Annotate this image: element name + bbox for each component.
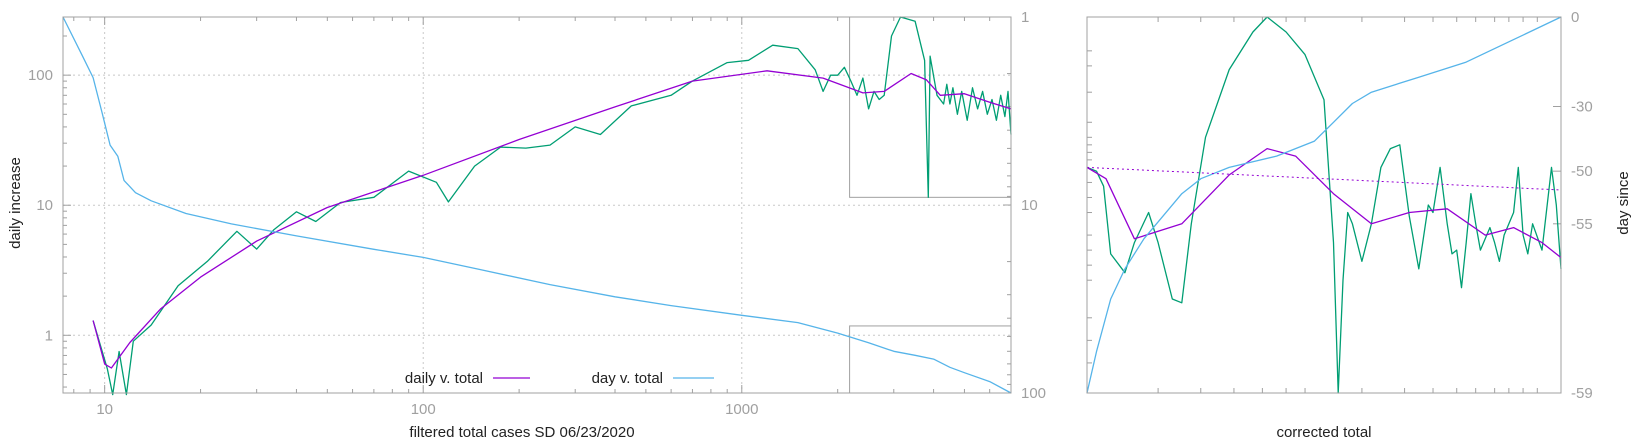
side-series [1086,16,1562,394]
main-ticks: 10 100 1000 1 10 100 1 10 100 [28,9,1046,418]
zoom-region-box [849,16,1012,198]
y2-tick-label: 1 [1021,9,1029,26]
side-y2-tick-label: 0 [1571,9,1579,26]
series-day-v-total-line [62,16,1012,394]
main-plot-frame [62,16,1012,394]
side-blue-line [1086,16,1562,394]
side-y-axis-label: day since [1615,171,1632,234]
side-y2-tick-label: -59 [1571,385,1593,402]
main-series [62,16,1012,396]
y-tick-label: 100 [28,67,53,84]
x-tick-label: 1000 [725,401,758,418]
zoom-region-box [849,325,1012,394]
side-ticks: 0 -30 -50 -55 -59 [1087,9,1593,402]
y2-tick-label: 100 [1021,385,1046,402]
main-x-axis-label: filtered total cases SD 06/23/2020 [409,424,634,440]
side-plot-frame [1086,16,1562,394]
side-y2-tick-label: -30 [1571,98,1593,115]
series-daily-v-total-line [92,70,1012,369]
side-y2-tick-label: -50 [1571,163,1593,180]
y2-tick-label: 10 [1021,197,1038,214]
y-tick-label: 1 [45,327,53,344]
side-purple-line [1086,147,1562,259]
legend-label-daily: daily v. total [405,370,483,387]
main-y-axis-label: daily increase [7,157,24,249]
x-tick-label: 100 [411,401,436,418]
legend: daily v. total day v. total [405,370,714,387]
side-trend-dotted-line [1086,166,1562,191]
side-x-axis-label: corrected total [1276,424,1371,440]
y-tick-label: 10 [36,197,53,214]
legend-label-day: day v. total [592,370,663,387]
series-green-line [92,16,1012,396]
x-tick-label: 10 [96,401,113,418]
main-grid [63,17,1011,393]
side-green-line [1086,16,1562,394]
side-y2-tick-label: -55 [1571,216,1593,233]
